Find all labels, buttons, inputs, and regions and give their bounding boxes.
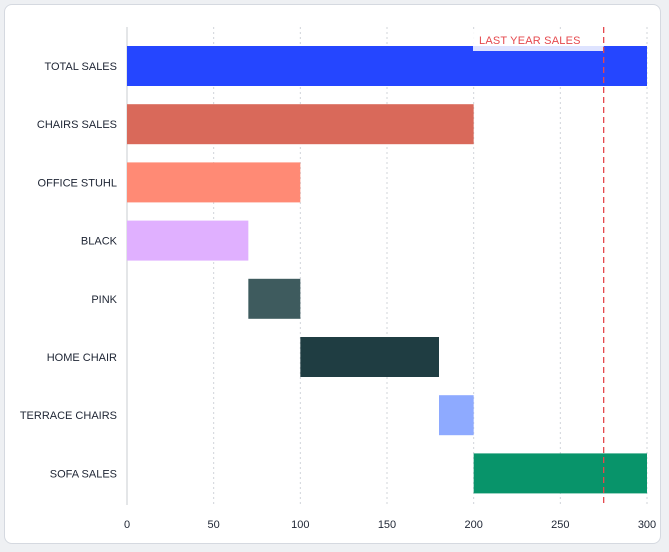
waterfall-chart: TOTAL SALES CHAIRS SALES OFFICE STUHL BLACK… (20, 27, 656, 531)
category-label: HOME CHAIR (47, 352, 117, 364)
bar (439, 395, 474, 436)
x-tick-label: 150 (378, 519, 396, 531)
x-tick-label: 300 (638, 519, 656, 531)
bar (127, 104, 474, 145)
category-label: TERRACE CHAIRS (20, 410, 117, 422)
x-tick-label: 250 (551, 519, 569, 531)
category-label: TOTAL SALES (44, 61, 117, 73)
x-tick-label: 100 (291, 519, 309, 531)
grid-lines (126, 27, 648, 505)
x-tick-labels: 0 50 100 150 200 250 300 (124, 519, 656, 531)
reference-line-group: LAST YEAR SALES (473, 27, 605, 505)
category-label: SOFA SALES (50, 468, 117, 480)
category-label: BLACK (81, 236, 118, 248)
reference-label-background (473, 32, 604, 51)
x-tick-label: 200 (464, 519, 482, 531)
category-label: PINK (91, 294, 117, 306)
bar (127, 162, 301, 203)
bar (300, 337, 439, 377)
reference-line-label: LAST YEAR SALES (479, 35, 581, 47)
category-labels: TOTAL SALES CHAIRS SALES OFFICE STUHL BLACK… (20, 61, 118, 480)
x-tick-label: 50 (208, 519, 220, 531)
bars (127, 46, 647, 494)
category-label: OFFICE STUHL (38, 177, 117, 189)
bar (248, 278, 301, 319)
bar (473, 453, 647, 494)
chart-card: TOTAL SALES CHAIRS SALES OFFICE STUHL BLACK… (4, 4, 661, 544)
category-label: CHAIRS SALES (37, 119, 117, 131)
bar (127, 46, 647, 86)
bar (127, 220, 249, 261)
x-tick-label: 0 (124, 519, 130, 531)
